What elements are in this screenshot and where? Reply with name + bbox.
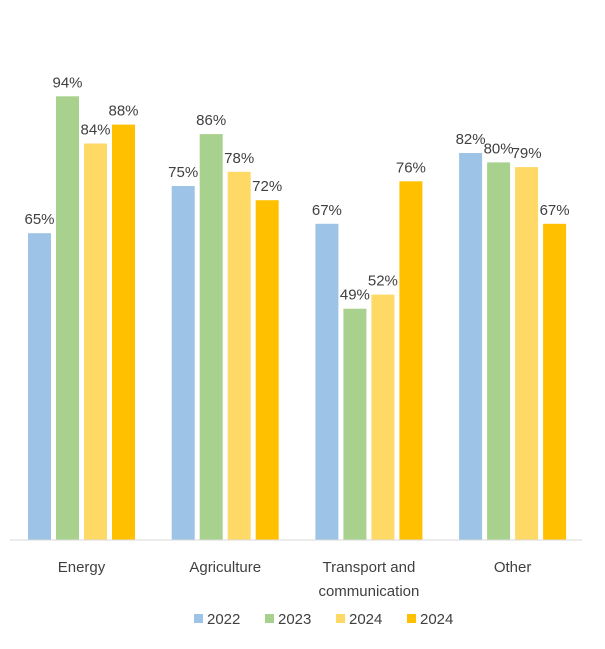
data-label-series1-cat1: 86% xyxy=(196,112,226,129)
data-label-series0-cat0: 65% xyxy=(24,211,54,228)
data-label-series3-cat1: 72% xyxy=(252,178,282,195)
data-label-series3-cat2: 76% xyxy=(396,159,426,176)
data-label-series3-cat3: 67% xyxy=(540,202,570,219)
bar-series2-cat0 xyxy=(84,143,107,540)
data-label-series1-cat0: 94% xyxy=(52,74,82,91)
bar-series0-cat3 xyxy=(459,153,483,540)
legend-label-0: 2022 xyxy=(207,611,240,628)
legend-label-3: 2024 xyxy=(420,611,453,628)
bar-series1-cat0 xyxy=(56,96,79,541)
category-label-0: Energy xyxy=(58,559,106,576)
bar-series0-cat1 xyxy=(171,186,195,540)
bars-layer xyxy=(28,96,567,541)
legend: 2022 2023 2024 2024 xyxy=(194,611,453,628)
bar-series1-cat3 xyxy=(487,162,511,540)
category-label-3: Other xyxy=(494,559,532,576)
value-labels-layer: 65% 94% 84% 88% 75% 86% 78% 72% 67% 49%52% 76% 82%8… xyxy=(24,74,569,303)
bar-series2-cat3 xyxy=(515,167,539,540)
bar-series3-cat1 xyxy=(255,200,279,540)
data-label-series1-cat2: 49% xyxy=(340,287,370,304)
data-label-series0-cat2: 67% xyxy=(312,202,342,219)
category-label-2: Transport and communication xyxy=(318,559,419,600)
bar-series2-cat2 xyxy=(371,294,395,540)
legend-swatch-3 xyxy=(407,614,416,623)
data-label-series2-cat1: 78% xyxy=(224,150,254,167)
data-label-series2-cat3: 79% xyxy=(512,145,542,162)
category-labels-layer: Energy Agriculture Transport and communicat… xyxy=(58,559,532,600)
legend-swatch-0 xyxy=(194,614,203,623)
data-label-series1-cat3: 80% xyxy=(484,140,514,157)
bar-series3-cat2 xyxy=(399,181,423,541)
category-label-line: Energy xyxy=(58,559,106,576)
data-label-series0-cat3: 82% xyxy=(456,131,486,148)
bar-series3-cat0 xyxy=(112,124,135,540)
bar-series3-cat3 xyxy=(543,223,567,541)
bar-series0-cat2 xyxy=(315,223,339,541)
data-label-series3-cat0: 88% xyxy=(108,103,138,120)
legend-swatch-2 xyxy=(336,614,345,623)
data-label-series0-cat1: 75% xyxy=(168,164,198,181)
data-label-series2-cat0: 84% xyxy=(80,122,110,139)
category-label-line: Transport and xyxy=(322,559,415,576)
bar-series1-cat2 xyxy=(343,308,367,540)
bar-series0-cat0 xyxy=(28,233,51,540)
legend-label-2: 2024 xyxy=(349,611,382,628)
category-label-line: Agriculture xyxy=(189,559,261,576)
category-label-line: Other xyxy=(494,559,532,576)
bar-series1-cat1 xyxy=(199,134,223,540)
category-label-1: Agriculture xyxy=(189,559,261,576)
data-label-series2-cat2: 52% xyxy=(368,273,398,290)
category-label-line: communication xyxy=(318,583,419,600)
bar-series2-cat1 xyxy=(227,171,251,541)
legend-swatch-1 xyxy=(265,614,274,623)
legend-label-1: 2023 xyxy=(278,611,311,628)
